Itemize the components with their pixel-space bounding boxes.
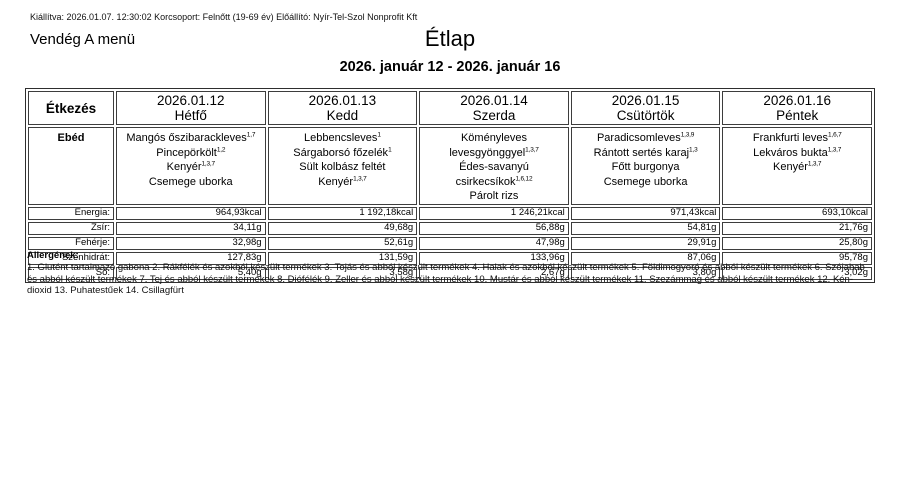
allergen-superscript: 1,3,7 <box>353 175 367 183</box>
menu-item: Rántott sertés karaj1,3 <box>593 146 698 159</box>
allergen-superscript: 1,3 <box>689 146 698 154</box>
nutrient-label: Zsír: <box>28 221 114 235</box>
menu-item: Főtt burgonya <box>611 161 680 174</box>
nutrient-value: 25,80g <box>722 236 872 250</box>
day-header-row: Étkezés 2026.01.12 Hétfő 2026.01.13 Kedd… <box>28 91 872 126</box>
menu-item: Csemege uborka <box>148 175 233 188</box>
nutrient-value: 87,06g <box>570 251 721 265</box>
date-range: 2026. január 12 - 2026. január 16 <box>339 59 561 75</box>
nutrient-value: 34,11g <box>116 221 266 235</box>
menu-item: Csemege uborka <box>603 175 688 188</box>
menu-cell-monday: Mangós őszibarackleves1,7 Pincepörkölt1,… <box>116 127 266 205</box>
allergen-superscript: 1,6,12 <box>515 175 533 183</box>
day-name: Péntek <box>776 108 819 124</box>
day-date: 2026.01.14 <box>460 93 528 108</box>
nutrient-value: 3,58g <box>267 266 418 280</box>
nutrient-value: 1 246,21kcal <box>419 206 569 220</box>
nutrient-value: 3,80g <box>570 266 721 280</box>
allergen-superscript: 1 <box>388 146 392 154</box>
nutrient-value: 21,76g <box>722 221 872 235</box>
lunch-menu-row: Ebéd Mangós őszibarackleves1,7 Pincepörk… <box>28 127 872 205</box>
nutrient-value: 971,43kcal <box>570 206 721 220</box>
allergens-heading: Allergének: <box>27 250 79 261</box>
nutrient-label: Fehérje: <box>28 236 114 250</box>
menu-cell-wednesday: Köményleves levesgyönggyel1,3,7 Édes-sav… <box>419 127 569 205</box>
nutrient-value: 1 192,18kcal <box>267 206 418 220</box>
nutrition-row-fat: Zsír: 34,11g 49,68g 56,88g 54,81g 21,76g <box>28 221 872 235</box>
allergens-section: Allergének: 1. Glutént tartalmazó gabona… <box>27 250 875 297</box>
nutrition-row-carbs: Szénhidrát: 127,83g 131,59g 133,96g 87,0… <box>28 251 872 265</box>
page-title: Étlap <box>424 26 476 51</box>
allergen-superscript: 1,3,7 <box>201 160 215 168</box>
menu-item: Párolt rizs <box>469 190 519 203</box>
day-date: 2026.01.12 <box>157 93 225 108</box>
nutrient-label: Só: <box>28 266 114 280</box>
allergen-superscript: 1,2 <box>216 146 226 154</box>
menu-item: Kenyér1,3,7 <box>318 175 367 188</box>
nutrient-value: 49,68g <box>267 221 418 235</box>
nutrition-row-protein: Fehérje: 32,98g 52,61g 47,98g 29,91g 25,… <box>28 236 872 250</box>
menu-item: Kenyér1,3,7 <box>773 160 822 174</box>
allergen-superscript: 1,6,7 <box>828 131 842 139</box>
day-header-monday: 2026.01.12 Hétfő <box>116 91 266 126</box>
day-date: 2026.01.15 <box>611 93 680 108</box>
menu-item: Paradicsomleves1,3,9 <box>596 131 695 145</box>
menu-item: Köményleves levesgyönggyel1,3,7 <box>449 132 539 159</box>
allergen-superscript: 1,3,7 <box>525 146 539 154</box>
day-header-tuesday: 2026.01.13 Kedd <box>267 91 418 126</box>
nutrient-value: 127,83g <box>116 251 266 265</box>
day-date: 2026.01.13 <box>308 93 377 108</box>
nutrient-value: 693,10kcal <box>722 206 872 220</box>
nutrient-label: Energia: <box>28 206 114 220</box>
weekly-menu-table: Étkezés 2026.01.12 Hétfő 2026.01.13 Kedd… <box>25 88 875 283</box>
nutrient-value: 964,93kcal <box>116 206 266 220</box>
menu-item: Frankfurti leves1,6,7 <box>752 131 842 145</box>
allergen-superscript: 1 <box>377 131 381 139</box>
nutrient-value: 3,02g <box>722 266 872 280</box>
menu-cell-friday: Frankfurti leves1,6,7 Lekváros bukta1,3,… <box>722 127 872 205</box>
meal-column-header: Étkezés <box>28 91 114 126</box>
allergen-superscript: 1,7 <box>246 131 256 139</box>
menu-item: Pincepörkölt1,2 <box>156 146 226 159</box>
nutrient-value: 32,98g <box>116 236 266 250</box>
nutrient-value: 54,81g <box>570 221 721 235</box>
menu-cell-thursday: Paradicsomleves1,3,9 Rántott sertés kara… <box>570 127 721 205</box>
nutrient-value: 47,98g <box>419 236 569 250</box>
day-name: Csütörtök <box>616 108 675 124</box>
day-name: Kedd <box>326 108 359 124</box>
nutrient-value: 131,59g <box>267 251 418 265</box>
nutrient-value: 56,88g <box>419 221 569 235</box>
issue-meta-line: Kiállítva: 2026.01.07. 12:30:02 Korcsopo… <box>30 12 418 22</box>
menu-variant-label: Vendég A menü <box>30 31 136 48</box>
day-date: 2026.01.16 <box>763 93 831 108</box>
day-header-friday: 2026.01.16 Péntek <box>722 91 872 126</box>
allergens-legend: 1. Glutént tartalmazó gabona 2. Rákfélék… <box>27 262 865 296</box>
menu-item: Sárgaborsó főzelék1 <box>293 146 392 159</box>
day-name: Hétfő <box>174 108 207 124</box>
nutrient-value: 52,61g <box>267 236 418 250</box>
menu-item: Lekváros bukta1,3,7 <box>753 146 842 159</box>
nutrition-row-salt: Só: 5,40g 3,58g 2,67g 3,80g 3,02g <box>28 266 872 280</box>
nutrient-label: Szénhidrát: <box>28 251 114 265</box>
nutrient-value: 29,91g <box>570 236 721 250</box>
nutrient-value: 5,40g <box>116 266 266 280</box>
menu-item: Lebbencsleves1 <box>303 131 381 145</box>
menu-item: Mangós őszibarackleves1,7 <box>126 131 256 145</box>
menu-item: Édes-savanyú csirkecsíkok1,6,12 <box>455 161 533 188</box>
day-header-thursday: 2026.01.15 Csütörtök <box>570 91 721 126</box>
day-name: Szerda <box>472 108 516 124</box>
allergen-superscript: 1,3,7 <box>827 146 842 154</box>
menu-item: Kenyér1,3,7 <box>166 160 216 174</box>
allergen-superscript: 1,3,7 <box>807 160 822 168</box>
nutrient-value: 133,96g <box>419 251 569 265</box>
meal-label: Ebéd <box>28 127 114 205</box>
menu-item: Sült kolbász feltét <box>299 161 386 174</box>
nutrient-value: 95,78g <box>722 251 872 265</box>
menu-cell-tuesday: Lebbencsleves1 Sárgaborsó főzelék1 Sült … <box>267 127 418 205</box>
day-header-wednesday: 2026.01.14 Szerda <box>419 91 569 126</box>
nutrition-row-energy: Energia: 964,93kcal 1 192,18kcal 1 246,2… <box>28 206 872 220</box>
nutrient-value: 2,67g <box>419 266 569 280</box>
allergen-superscript: 1,3,9 <box>680 131 695 139</box>
